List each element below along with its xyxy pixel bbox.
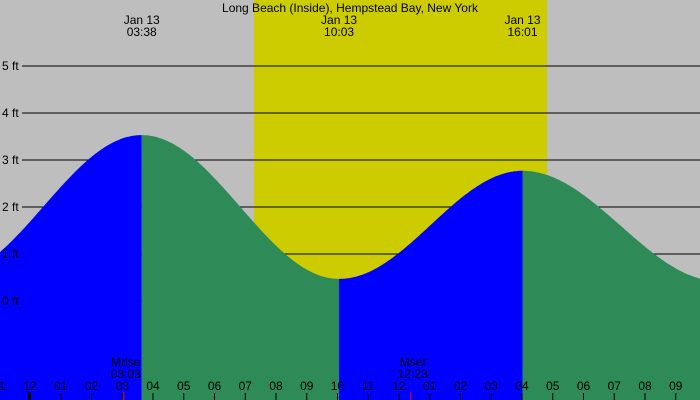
hour-tick-label: 09 — [669, 379, 683, 393]
hour-tick-label: 04 — [515, 379, 529, 393]
hour-tick-label: 12 — [392, 379, 406, 393]
hour-tick-label: 01 — [423, 379, 437, 393]
hour-tick-label: 10 — [331, 379, 345, 393]
extreme-date-label: Jan 13 — [124, 13, 160, 27]
y-tick-label: 0 ft — [2, 294, 19, 308]
hour-tick-label: 08 — [638, 379, 652, 393]
hour-tick-label: 05 — [177, 379, 191, 393]
hour-tick-label: 08 — [269, 379, 283, 393]
hour-tick-label: 02 — [85, 379, 99, 393]
hour-tick-label: 05 — [546, 379, 560, 393]
hour-tick-label: 06 — [208, 379, 222, 393]
y-tick-label: 1 ft — [2, 247, 19, 261]
hour-tick-label: 09 — [300, 379, 314, 393]
moon-event-time: 03:03 — [111, 367, 141, 381]
y-tick-label: 5 ft — [2, 59, 19, 73]
hour-tick-label: 11 — [0, 379, 6, 393]
chart-title: Long Beach (Inside), Hempstead Bay, New … — [222, 1, 479, 15]
extreme-time-label: 16:01 — [508, 25, 538, 39]
extreme-date-label: Jan 13 — [505, 13, 541, 27]
y-tick-label: 4 ft — [2, 106, 19, 120]
moon-event-label: Mrise — [111, 355, 141, 369]
midnight-marker — [28, 392, 31, 400]
hour-tick-label: 12 — [23, 379, 37, 393]
falling-tide-area — [522, 170, 700, 400]
moon-event-label: Mset — [400, 355, 427, 369]
rising-tide-area — [339, 170, 523, 400]
extreme-time-label: 10:03 — [324, 25, 354, 39]
moon-event-time: 12:23 — [398, 367, 428, 381]
hour-tick-label: 07 — [239, 379, 253, 393]
hour-tick-label: 11 — [362, 379, 375, 393]
hour-tick-label: 03 — [485, 379, 499, 393]
y-tick-label: 3 ft — [2, 153, 19, 167]
hour-tick-label: 07 — [608, 379, 622, 393]
hour-tick-label: 03 — [116, 379, 130, 393]
extreme-date-label: Jan 13 — [321, 13, 357, 27]
falling-tide-area — [141, 135, 339, 400]
hour-tick-label: 01 — [54, 379, 68, 393]
hour-tick-label: 04 — [146, 379, 160, 393]
extreme-time-label: 03:38 — [127, 25, 157, 39]
hour-tick-label: 06 — [577, 379, 591, 393]
rising-tide-area — [0, 135, 142, 400]
hour-tick-label: 02 — [454, 379, 468, 393]
y-tick-label: 2 ft — [2, 200, 19, 214]
